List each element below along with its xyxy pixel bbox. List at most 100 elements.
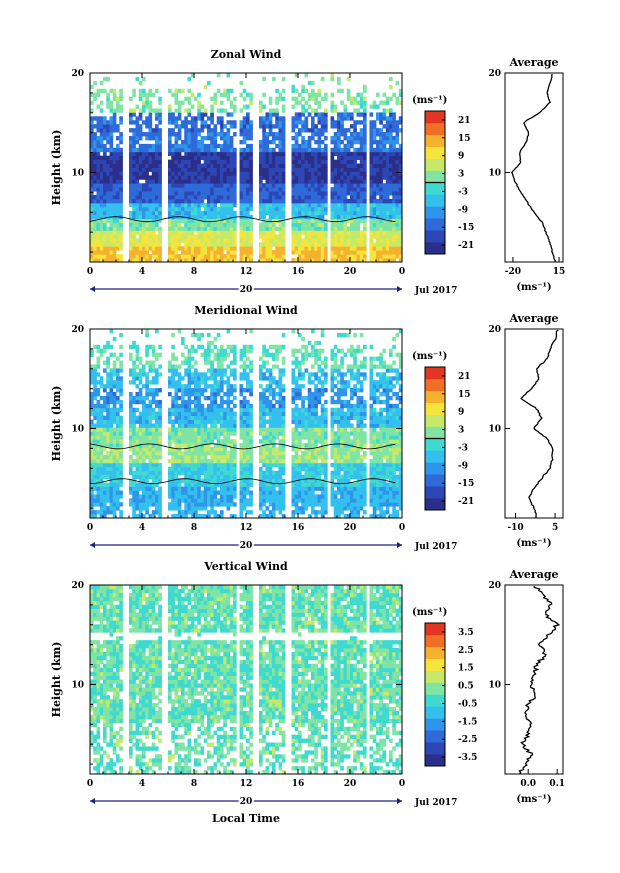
heat-cell bbox=[138, 132, 143, 137]
heat-cell bbox=[142, 474, 146, 480]
heat-cell bbox=[135, 191, 140, 196]
heat-cell bbox=[138, 443, 143, 448]
heat-cell bbox=[142, 242, 146, 247]
heat-cell bbox=[187, 163, 192, 168]
heat-cell bbox=[142, 155, 146, 161]
heat-cell bbox=[190, 179, 195, 184]
heat-cell bbox=[200, 199, 205, 204]
heat-cell bbox=[158, 202, 162, 208]
heat-cell bbox=[187, 234, 192, 239]
heat-cell bbox=[203, 384, 208, 389]
heat-cell bbox=[177, 128, 182, 133]
heat-cell bbox=[210, 494, 214, 499]
heat-cell bbox=[184, 147, 188, 153]
heat-cell bbox=[379, 242, 383, 247]
heat-cell bbox=[359, 218, 364, 224]
heat-cell bbox=[135, 132, 140, 137]
heat-cell bbox=[106, 380, 110, 385]
heat-cell bbox=[187, 159, 192, 164]
heat-cell bbox=[203, 226, 208, 231]
heat-cell bbox=[275, 258, 279, 263]
heat-cell bbox=[197, 151, 201, 157]
heat-cell bbox=[174, 470, 179, 476]
heat-cell bbox=[242, 427, 247, 432]
heat-cell bbox=[99, 419, 104, 424]
heat-cell bbox=[129, 108, 133, 113]
heat-cell bbox=[119, 147, 123, 153]
heat-cell bbox=[90, 230, 94, 235]
heat-cell bbox=[96, 258, 101, 263]
heat-cell bbox=[99, 128, 104, 133]
heat-cell bbox=[346, 214, 351, 220]
heat-cell bbox=[119, 195, 123, 200]
heat-cell bbox=[314, 250, 318, 255]
heat-cell bbox=[109, 435, 114, 440]
heat-cell bbox=[301, 120, 305, 125]
heat-cell bbox=[246, 462, 250, 468]
heat-cell bbox=[314, 191, 318, 196]
heat-cell bbox=[181, 340, 185, 346]
heat-cell bbox=[223, 171, 227, 176]
heat-cell bbox=[197, 392, 201, 397]
heat-cell bbox=[213, 411, 218, 417]
heat-cell bbox=[333, 250, 338, 255]
colorbar-segment bbox=[425, 206, 445, 219]
heat-cell bbox=[275, 159, 279, 164]
heat-cell bbox=[350, 202, 354, 208]
heat-cell bbox=[132, 380, 136, 385]
heat-cell bbox=[103, 344, 107, 350]
heat-cell bbox=[298, 226, 302, 231]
heat-cell bbox=[311, 124, 315, 129]
heat-cell bbox=[395, 218, 400, 224]
heat-cell bbox=[223, 238, 227, 243]
heat-cell bbox=[226, 191, 231, 196]
heat-cell bbox=[324, 230, 328, 235]
heat-cell bbox=[174, 183, 179, 188]
heat-cell bbox=[207, 411, 211, 417]
heat-cell bbox=[216, 352, 221, 357]
heat-cell bbox=[135, 470, 140, 476]
heat-cell bbox=[333, 242, 338, 247]
heat-cell bbox=[294, 163, 299, 168]
heat-cell bbox=[320, 187, 325, 192]
heat-cell bbox=[216, 254, 221, 259]
heat-cell bbox=[226, 143, 231, 149]
heat-cell bbox=[265, 167, 270, 172]
heat-cell bbox=[311, 234, 315, 239]
heat-cell bbox=[389, 171, 393, 176]
heat-cell bbox=[395, 167, 400, 172]
heat-cell bbox=[135, 167, 140, 172]
heat-cell bbox=[216, 474, 221, 480]
heat-cell bbox=[275, 108, 279, 113]
colorbar-segment bbox=[425, 122, 445, 136]
heat-cell bbox=[109, 218, 114, 224]
heat-cell bbox=[197, 202, 201, 208]
heat-cell bbox=[216, 246, 221, 251]
heat-cell bbox=[314, 128, 318, 133]
heat-cell bbox=[194, 218, 198, 224]
heat-cell bbox=[184, 116, 188, 121]
heat-cell bbox=[158, 179, 162, 184]
heat-cell bbox=[220, 482, 224, 487]
heat-cell bbox=[395, 230, 400, 235]
heat-cell bbox=[343, 155, 348, 161]
heat-cell bbox=[216, 214, 221, 220]
heat-cell bbox=[96, 136, 101, 141]
heat-cell bbox=[213, 155, 218, 161]
heat-cell bbox=[223, 202, 227, 208]
heat-cell bbox=[93, 498, 97, 503]
heat-cell bbox=[265, 210, 270, 216]
heat-cell bbox=[363, 104, 367, 109]
heat-cell bbox=[216, 163, 221, 168]
heat-cell bbox=[246, 163, 250, 168]
heat-cell bbox=[148, 132, 153, 137]
heat-cell bbox=[155, 128, 159, 133]
heat-cell bbox=[103, 202, 107, 208]
heat-cell bbox=[216, 179, 221, 184]
heat-cell bbox=[155, 329, 159, 334]
heat-cell bbox=[155, 392, 159, 397]
heat-cell bbox=[324, 124, 328, 129]
heat-cell bbox=[359, 136, 364, 141]
heat-cell bbox=[382, 159, 387, 164]
heat-cell bbox=[109, 372, 114, 377]
